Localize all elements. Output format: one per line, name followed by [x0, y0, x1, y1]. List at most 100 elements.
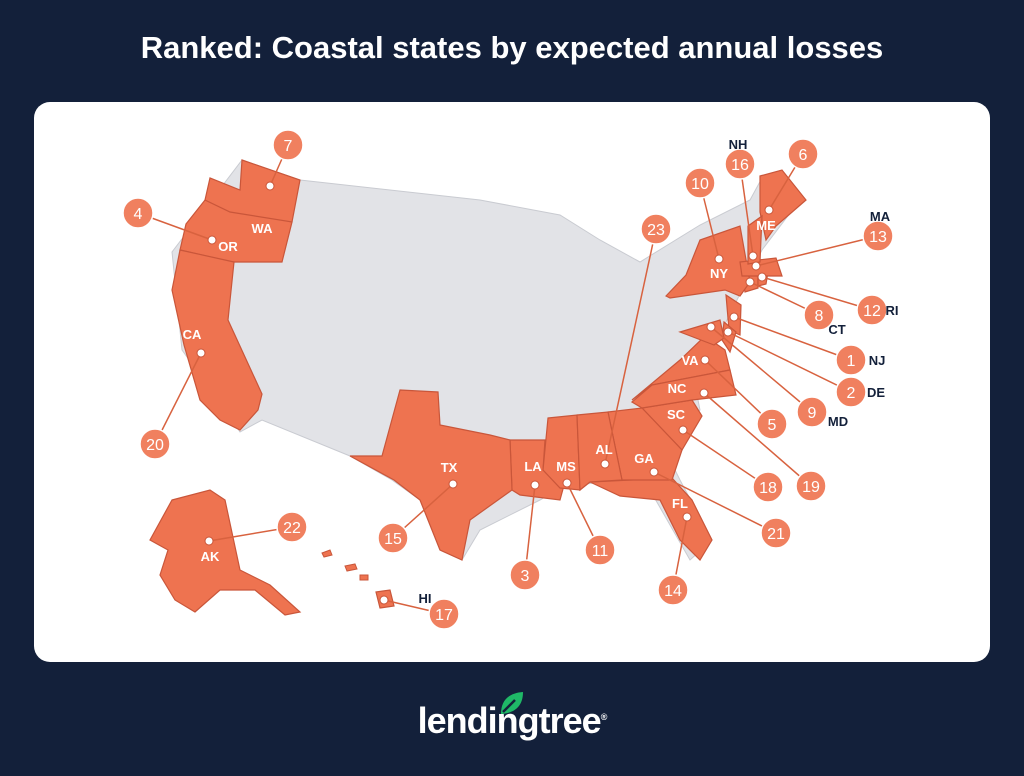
state-label: NJ	[869, 353, 886, 368]
state-dot	[751, 261, 761, 271]
rank-number: 9	[808, 405, 817, 422]
rank-bubble	[787, 138, 819, 170]
state-shape[interactable]	[589, 477, 713, 561]
state-al[interactable]	[576, 411, 623, 492]
rank-marker-ma: 13 MA	[751, 209, 894, 271]
state-label: NY	[710, 266, 728, 281]
state-wa[interactable]	[204, 159, 301, 223]
state-tx[interactable]	[349, 389, 513, 561]
state-dot	[448, 479, 458, 489]
rank-number: 11	[592, 543, 609, 560]
state-label: RI	[886, 303, 899, 318]
state-label: LA	[524, 459, 542, 474]
rank-bubble	[835, 376, 867, 408]
rank-marker-md: 9 MD	[706, 322, 848, 429]
rank-number: 6	[799, 147, 808, 164]
rank-marker-nc: 19 NC	[668, 381, 827, 502]
state-la[interactable]	[509, 439, 567, 501]
state-shape[interactable]	[204, 159, 301, 223]
rank-bubble	[835, 344, 867, 376]
rank-bubble	[272, 129, 304, 161]
rank-bubble	[795, 470, 827, 502]
state-label: MD	[828, 414, 848, 429]
state-label: AL	[595, 442, 612, 457]
state-dot	[204, 536, 214, 546]
state-dot	[265, 181, 275, 191]
rank-bubble	[862, 220, 894, 252]
state-shape[interactable]	[509, 439, 567, 501]
state-label: CT	[828, 322, 845, 337]
rank-number: 16	[731, 157, 749, 174]
leader-line	[710, 326, 813, 413]
rank-bubble	[856, 294, 888, 326]
rank-bubble	[752, 471, 784, 503]
rank-bubble	[640, 213, 672, 245]
rank-marker-al: 23 AL	[595, 213, 672, 469]
rank-number: 20	[146, 437, 164, 454]
state-label: HI	[419, 591, 432, 606]
rank-bubble	[428, 598, 460, 630]
state-label: AK	[201, 549, 220, 564]
rank-number: 14	[664, 583, 682, 600]
state-label: VA	[681, 353, 699, 368]
rank-marker-ct: 8 CT	[745, 277, 846, 337]
state-dot	[600, 459, 610, 469]
hawaii-small-islands	[321, 549, 369, 581]
state-me[interactable]	[759, 169, 807, 242]
state-shape[interactable]	[576, 411, 623, 492]
leader-line	[755, 235, 879, 267]
rank-number: 4	[134, 206, 143, 223]
rank-bubble	[684, 167, 716, 199]
leader-line	[682, 429, 769, 488]
rank-number: 8	[815, 308, 824, 325]
rank-number: 5	[768, 417, 777, 434]
state-dot	[748, 251, 758, 261]
leader-line	[653, 471, 777, 534]
state-shape[interactable]	[171, 249, 263, 431]
state-fl[interactable]	[589, 477, 713, 561]
rank-marker-me: 6 ME	[756, 138, 819, 233]
state-dot	[700, 355, 710, 365]
rank-number: 7	[284, 138, 293, 155]
state-label: SC	[667, 407, 686, 422]
page-title: Ranked: Coastal states by expected annua…	[140, 30, 884, 65]
state-label: CA	[183, 327, 202, 342]
state-shape[interactable]	[349, 389, 513, 561]
rank-bubble	[139, 428, 171, 460]
state-label: ME	[756, 218, 776, 233]
rank-bubble	[122, 197, 154, 229]
state-ak[interactable]	[149, 489, 302, 616]
rank-number: 19	[802, 479, 820, 496]
leader-line	[154, 352, 202, 445]
state-dot	[729, 312, 739, 322]
state-label: TX	[441, 460, 458, 475]
rank-marker-ri: 12 RI	[757, 272, 899, 326]
state-dot	[682, 512, 692, 522]
state-dot	[530, 480, 540, 490]
state-label: MS	[556, 459, 576, 474]
logo-text: lendingtree	[417, 700, 602, 741]
rank-marker-ga: 21 GA	[634, 451, 792, 549]
state-dot	[649, 467, 659, 477]
state-ca[interactable]	[171, 249, 263, 431]
rank-marker-la: 3 LA	[509, 459, 542, 591]
state-dot	[562, 478, 572, 488]
state-shape[interactable]	[759, 169, 807, 242]
rank-marker-fl: 14 FL	[657, 496, 692, 606]
leader-line	[761, 276, 873, 311]
state-label: MA	[870, 209, 891, 224]
rank-marker-ny: 10 NY	[684, 167, 728, 281]
lendingtree-logo: lendingtree®	[0, 700, 1024, 742]
rank-number: 1	[847, 353, 856, 370]
rank-bubble	[657, 574, 689, 606]
rank-bubble	[276, 511, 308, 543]
state-shape[interactable]	[149, 489, 302, 616]
rank-marker-va: 5 VA	[681, 353, 788, 440]
state-label: NH	[729, 137, 748, 152]
rank-marker-nh: 16 NH	[724, 137, 758, 261]
rank-marker-or: 4 OR	[122, 197, 238, 254]
state-label: GA	[634, 451, 654, 466]
rank-marker-ak: 22 AK	[201, 511, 308, 564]
rank-number: 15	[384, 531, 402, 548]
